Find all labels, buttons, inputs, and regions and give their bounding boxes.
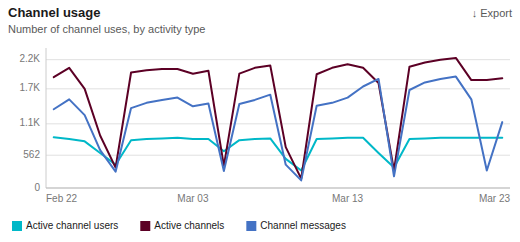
legend: Active channel users Active channels Chann…: [12, 220, 346, 231]
series-line: [54, 77, 503, 181]
series-line: [54, 58, 503, 179]
legend-swatch: [246, 221, 256, 231]
legend-swatch: [12, 221, 22, 231]
y-tick-label: 1.7K: [19, 82, 40, 93]
legend-swatch: [140, 221, 150, 231]
legend-label: Active channel users: [26, 220, 118, 231]
y-tick-label: 1.1K: [19, 117, 40, 128]
title: Channel usage: [8, 5, 100, 20]
grid-line: [46, 123, 510, 124]
x-tick-label: Mar 13: [332, 193, 364, 204]
y-axis: 0 562 1.1K 1.7K 2.2K: [19, 48, 510, 193]
x-tick-label: Feb 22: [46, 193, 78, 204]
grid-line: [46, 155, 510, 156]
y-tick-label: 2.2K: [19, 53, 40, 64]
series-line: [54, 137, 503, 170]
x-tick-label: Mar 03: [177, 193, 209, 204]
subtitle: Number of channel uses, by activity type: [8, 23, 205, 35]
grid-line: [46, 88, 510, 89]
x-axis-line: [46, 188, 510, 189]
y-tick-label: 0: [34, 182, 40, 193]
legend-label: Active channels: [154, 220, 224, 231]
grid-line: [46, 188, 510, 189]
annotation: ↓ Export: [472, 7, 512, 19]
x-tick-label: Mar 23: [479, 193, 511, 204]
lines: [54, 58, 503, 181]
legend-label: Channel messages: [260, 220, 346, 231]
y-tick-label: 562: [23, 149, 40, 160]
x-axis: Feb 22 Mar 03 Mar 13 Mar 23: [46, 193, 510, 204]
y-axis-line: [46, 48, 47, 188]
chart: Channel usage Number of channel uses, by …: [0, 0, 520, 242]
